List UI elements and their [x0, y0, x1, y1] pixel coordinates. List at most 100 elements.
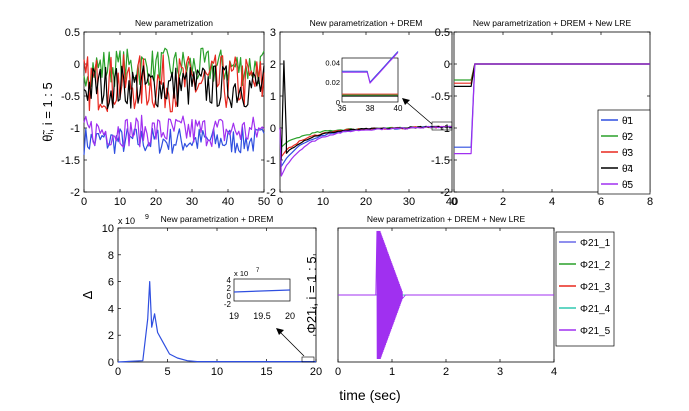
p1-xtick-label: 0 — [81, 196, 87, 208]
p5-xtick-label: 3 — [497, 366, 503, 378]
p5-xtick-label: 2 — [443, 366, 449, 378]
p4-inset-xtick-label: 20 — [285, 311, 295, 321]
p4-series-1 — [117, 281, 316, 363]
p1-ytick-label: 0.5 — [65, 27, 80, 39]
p3-chart: New parametrization + DREM + New LRE 0 2 4 6… — [431, 18, 653, 208]
p2-ytick-label: -2 — [266, 187, 276, 199]
p2-xtick-label: 10 — [317, 196, 329, 208]
p2-inset-ytick-label: 0.02 — [325, 78, 340, 87]
p3-legend-label: θ̃5 — [622, 180, 634, 191]
p1-ytick-label: -1.5 — [61, 155, 80, 167]
p3-legend-label: θ̃3 — [622, 148, 634, 159]
p4-ytick-label: 2 — [108, 330, 114, 342]
p4-xtick-label: 15 — [260, 366, 272, 378]
p1-ylabel: θ̃ᵢ, i = 1 : 5 — [40, 82, 55, 142]
p3-xtick-label: 0 — [451, 196, 457, 208]
p2-xtick-label: 30 — [403, 196, 415, 208]
p4-inset-ytick-label: 0 — [227, 292, 232, 301]
p4-inset-multiplier-exp: 7 — [256, 268, 260, 274]
p4-ytick-label: 8 — [108, 250, 114, 262]
p1-chart: New parametrization 0 10 20 30 40 50 -2 -1.5 -1 -0… — [40, 18, 270, 208]
p4-ytick-label: 0 — [108, 357, 114, 369]
p5-series-5 — [338, 230, 554, 360]
p4-ytick-label: 4 — [108, 303, 114, 315]
p5-legend-label: Φ21_4 — [580, 304, 611, 315]
p3-ytick-label: -0.5 — [431, 91, 450, 103]
p2-ytick-label: 0 — [270, 123, 276, 135]
p4-ylabel: Δ — [80, 290, 95, 299]
p2-inset-ytick-label: 0.04 — [325, 58, 340, 67]
p3-ytick-label: 0 — [444, 59, 450, 71]
p1-series-4 — [83, 65, 265, 110]
p3-title: New parametrization + DREM + New LRE — [473, 18, 632, 28]
p4-chart: New parametrization + DREM 0 5 10 15 20 0 2 4 6 8 1… — [80, 214, 322, 378]
p5-ylabel: Φ21ᵢ, i = 1 : 5 — [304, 256, 319, 333]
p2-zoom-box — [431, 121, 453, 131]
p2-zoom-arrowhead — [402, 98, 410, 105]
p2-inset-xtick-label: 36 — [338, 104, 347, 113]
p2-inset-xtick-label: 38 — [366, 104, 375, 113]
p2-ytick-label: 2 — [270, 59, 276, 71]
p2-ytick-label: 3 — [270, 27, 276, 39]
p4-zoom-box — [301, 356, 315, 363]
p4-xtick-label: 5 — [164, 366, 170, 378]
p4-xtick-label: 10 — [211, 366, 223, 378]
p5-xtick-label: 1 — [389, 366, 395, 378]
p4-inset-ytick-label: -2 — [224, 300, 232, 309]
p1-xtick-label: 50 — [258, 196, 270, 208]
p2-inset: 36 38 40 0 0.02 0.04 — [325, 51, 403, 113]
p3-ytick-label: -1 — [440, 123, 450, 135]
p4-inset-ytick-label: 4 — [227, 276, 232, 285]
p3-xtick-label: 2 — [500, 196, 506, 208]
p3-legend-label: θ̃4 — [622, 164, 634, 175]
p4-inset-xtick-label: 19 — [229, 311, 239, 321]
p3-xtick-label: 6 — [598, 196, 604, 208]
p2-ytick-label: -1 — [266, 155, 276, 167]
p4-xtick-label: 0 — [115, 366, 121, 378]
p1-ytick-label: -0.5 — [61, 91, 80, 103]
p4-zoom-arrowhead — [276, 328, 284, 335]
p5-title: New parametrization + DREM + New LRE — [367, 214, 526, 224]
p4-xtick-label: 20 — [310, 366, 322, 378]
p2-inset-ytick-label: 0 — [336, 98, 340, 107]
p1-ytick-label: 0 — [74, 59, 80, 71]
p4-ytick-label: 10 — [102, 223, 114, 235]
p3-xtick-label: 8 — [647, 196, 653, 208]
p2-inset-series-2 — [342, 52, 399, 84]
p1-ytick-label: -2 — [70, 187, 80, 199]
p4-ytick-label: 6 — [108, 277, 114, 289]
p3-legend: θ̃1 θ̃2 θ̃3 θ̃4 θ̃5 — [597, 109, 651, 195]
p3-legend-label: θ̃1 — [622, 116, 634, 127]
p4-inset-xtick-label: 19.5 — [253, 311, 271, 321]
p1-title: New parametrization — [135, 18, 213, 28]
p5-legend-label: Φ21_3 — [580, 282, 611, 293]
p1-frame — [83, 31, 265, 193]
p1-ytick-label: -1 — [70, 123, 80, 135]
p3-ytick-label: -2 — [440, 187, 450, 199]
p5-xtick-label: 4 — [551, 366, 557, 378]
p3-ytick-label: 0.5 — [435, 27, 450, 39]
p4-inset-series — [233, 289, 291, 293]
p2-xtick-label: 40 — [446, 196, 458, 208]
p1-xtick-label: 30 — [186, 196, 198, 208]
p2-zoom-arrow — [403, 99, 433, 125]
p5-legend-frame — [555, 231, 615, 347]
p2-xtick-label: 20 — [360, 196, 372, 208]
p5-legend-label: Φ21_1 — [580, 238, 611, 249]
p1-xtick-label: 40 — [222, 196, 234, 208]
p2-title: New parametrization + DREM — [310, 18, 423, 28]
p3-legend-label: θ̃2 — [622, 132, 634, 143]
p5-xtick-label: 0 — [335, 366, 341, 378]
p5-legend: Φ21_1 Φ21_2 Φ21_3 Φ21_4 Φ21_5 — [555, 231, 615, 347]
p1-xtick-label: 20 — [150, 196, 162, 208]
p2-xtick-label: 0 — [277, 196, 283, 208]
p5-legend-label: Φ21_5 — [580, 326, 611, 337]
p4-multiplier: x 10 — [118, 216, 135, 226]
p4-title: New parametrization + DREM — [161, 214, 274, 224]
p2-inset-xtick-label: 40 — [394, 104, 403, 113]
p5-legend-label: Φ21_2 — [580, 260, 611, 271]
p1-series-1 — [83, 126, 265, 155]
